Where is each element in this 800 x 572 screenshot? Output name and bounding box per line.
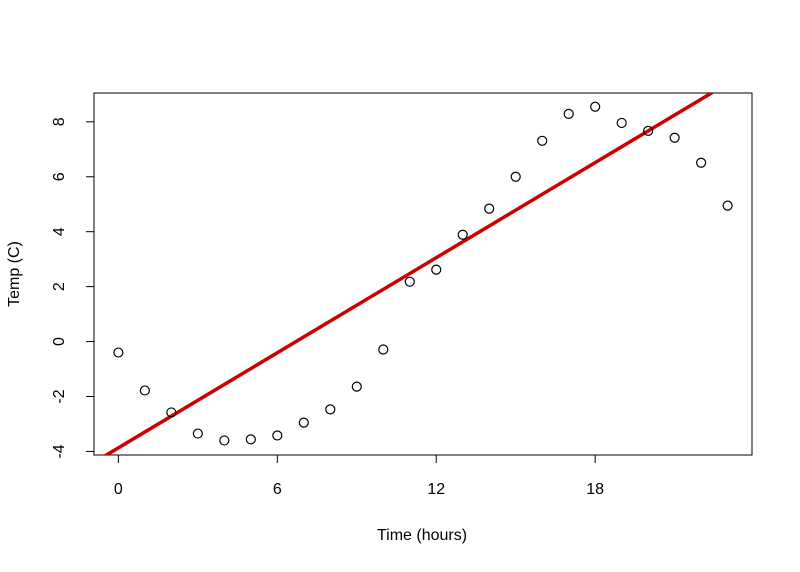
- x-tick-label: 18: [586, 481, 604, 498]
- data-point: [431, 264, 442, 275]
- data-point: [113, 347, 124, 358]
- y-tick-label: -4: [51, 444, 68, 458]
- plot-frame: [93, 92, 753, 456]
- data-point: [378, 344, 389, 355]
- data-point: [669, 132, 680, 143]
- data-point: [245, 434, 256, 445]
- y-tick-label: 2: [51, 282, 68, 291]
- y-tick-label: 8: [51, 117, 68, 126]
- x-axis-label: Time (hours): [377, 527, 467, 544]
- data-point: [590, 101, 601, 112]
- x-tick-label: 0: [114, 481, 123, 498]
- data-point: [351, 381, 362, 392]
- y-tick-label: 4: [51, 227, 68, 236]
- fit-group: [103, 93, 715, 455]
- data-point: [696, 157, 707, 168]
- y-tick-label: -2: [51, 389, 68, 403]
- data-point: [192, 428, 203, 439]
- data-point: [510, 171, 521, 182]
- data-point: [722, 200, 733, 211]
- data-point: [272, 430, 283, 441]
- data-point: [643, 125, 654, 137]
- data-point: [537, 135, 548, 146]
- data-point: [616, 117, 627, 129]
- fit-line: [103, 93, 715, 455]
- data-point: [484, 203, 495, 214]
- data-point: [219, 435, 230, 446]
- x-tick-label: 12: [427, 481, 445, 498]
- y-tick-label: 6: [51, 172, 68, 181]
- data-point: [298, 417, 309, 428]
- data-point: [457, 229, 468, 240]
- data-point: [139, 385, 150, 396]
- data-point: [166, 407, 177, 418]
- data-point: [563, 108, 574, 119]
- y-tick-label: 0: [51, 337, 68, 346]
- x-tick-label: 6: [273, 481, 282, 498]
- y-axis-label: Temp (C): [6, 241, 23, 307]
- data-point: [404, 276, 415, 287]
- data-point: [325, 404, 336, 415]
